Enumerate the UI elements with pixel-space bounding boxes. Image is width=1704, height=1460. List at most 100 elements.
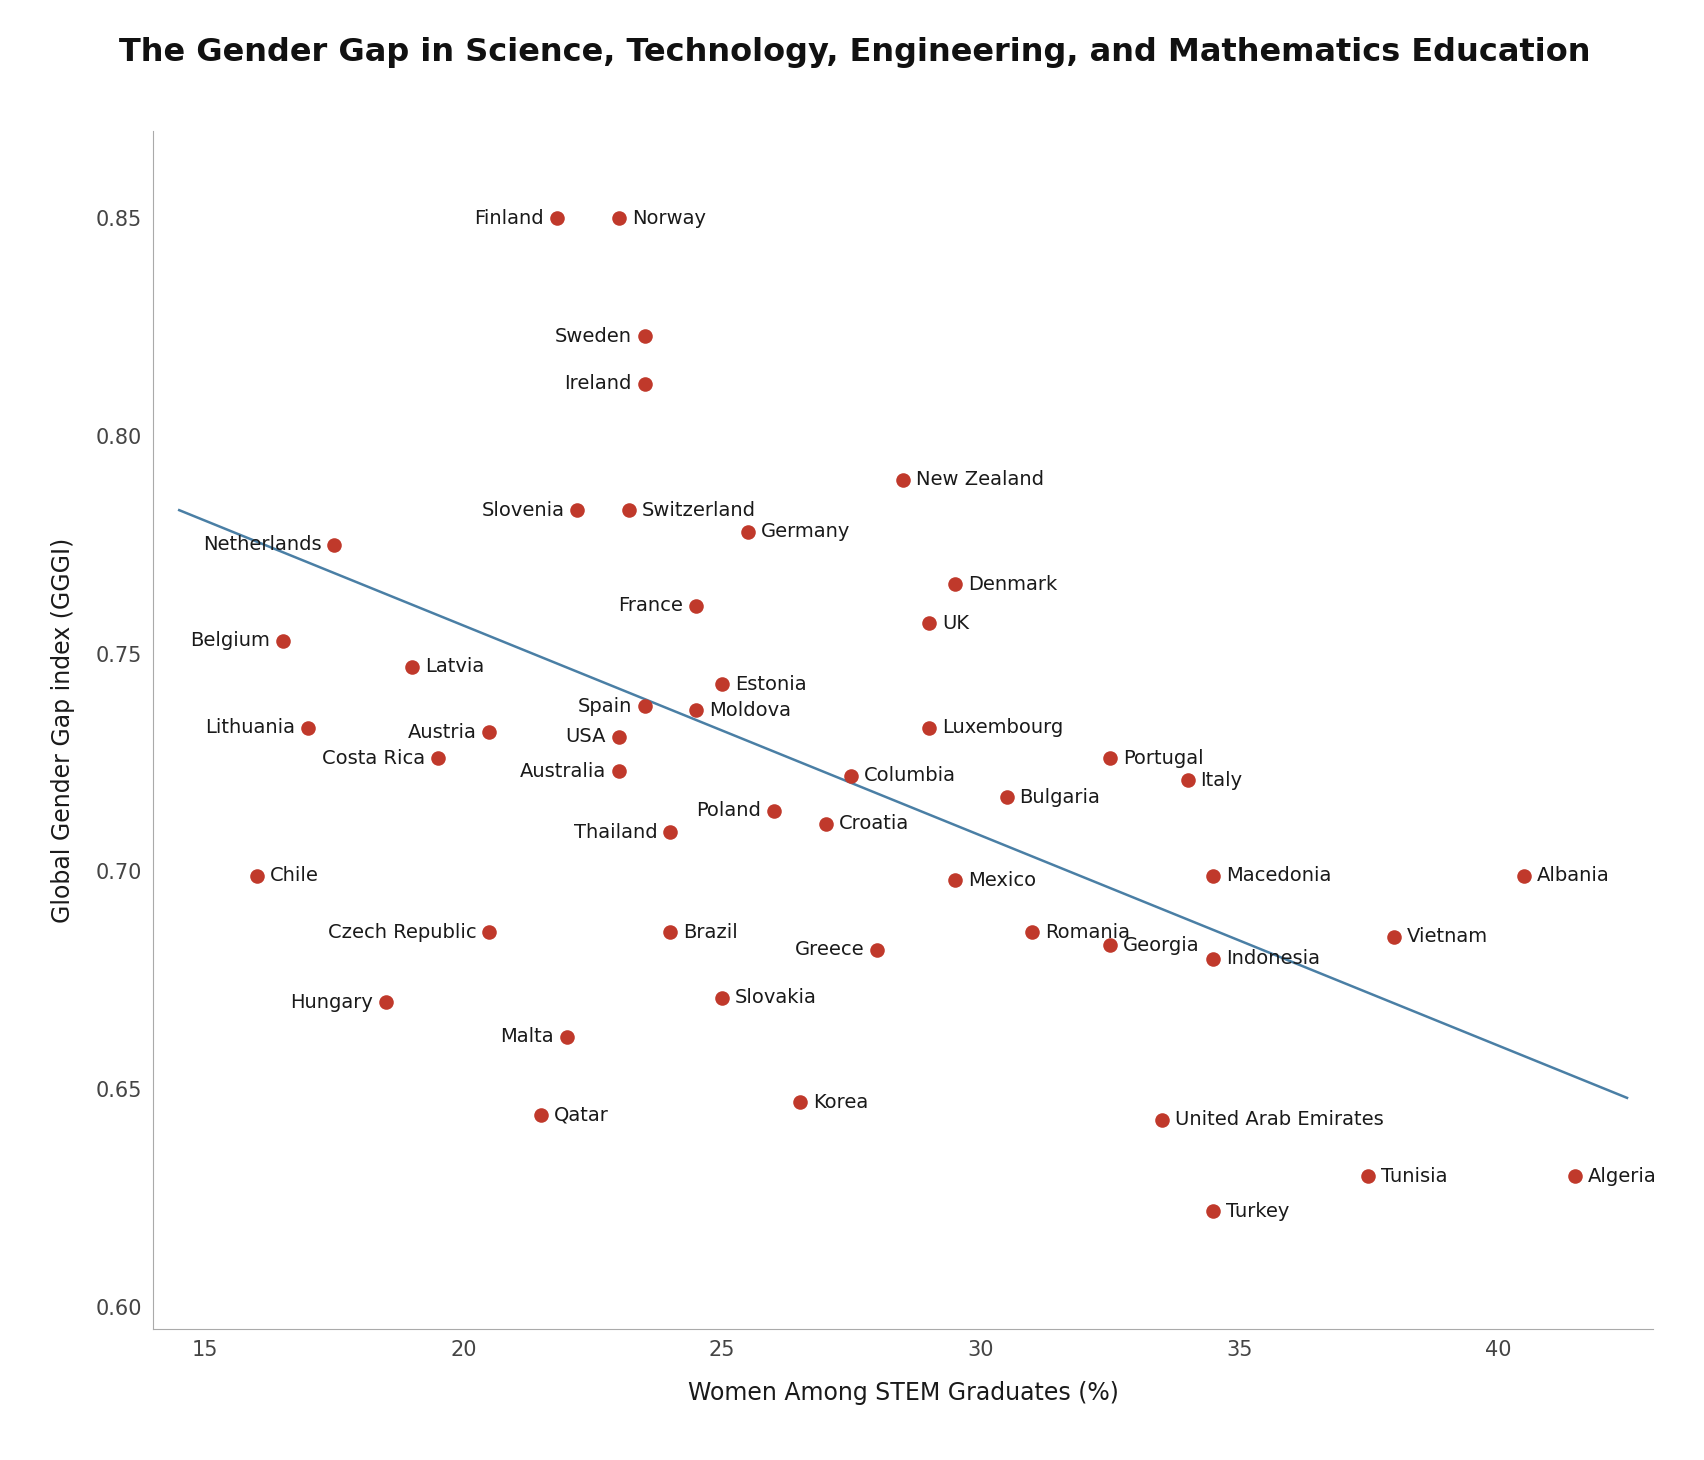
Point <box>656 921 683 945</box>
Text: Finland: Finland <box>474 209 544 228</box>
Text: Czech Republic: Czech Republic <box>327 923 477 942</box>
Text: Brazil: Brazil <box>683 923 738 942</box>
Text: France: France <box>619 597 683 616</box>
Text: Estonia: Estonia <box>734 675 806 693</box>
Text: Norway: Norway <box>632 209 705 228</box>
Point <box>1510 864 1537 888</box>
Point <box>528 1104 556 1127</box>
Point <box>605 207 632 231</box>
Text: Croatia: Croatia <box>838 815 908 834</box>
Point <box>1200 864 1227 888</box>
Point <box>605 724 632 748</box>
Point <box>630 372 658 396</box>
Text: The Gender Gap in Science, Technology, Engineering, and Mathematics Education: The Gender Gap in Science, Technology, E… <box>119 36 1592 67</box>
Point <box>554 1025 581 1048</box>
Point <box>424 746 452 769</box>
Point <box>564 498 591 521</box>
Point <box>544 207 571 231</box>
Point <box>811 812 838 835</box>
Point <box>1019 921 1046 945</box>
Text: Tunisia: Tunisia <box>1382 1167 1448 1186</box>
Text: Portugal: Portugal <box>1123 749 1203 768</box>
Text: Sweden: Sweden <box>556 327 632 346</box>
Point <box>630 324 658 347</box>
Point <box>838 764 866 787</box>
Text: Korea: Korea <box>813 1092 867 1111</box>
Text: Romania: Romania <box>1045 923 1130 942</box>
Text: Latvia: Latvia <box>424 657 484 676</box>
Point <box>475 921 503 945</box>
Text: Slovakia: Slovakia <box>734 988 816 1007</box>
Text: Macedonia: Macedonia <box>1227 866 1331 885</box>
Text: Denmark: Denmark <box>968 575 1056 594</box>
Point <box>1174 768 1201 791</box>
Text: Moldova: Moldova <box>709 701 791 720</box>
Text: Georgia: Georgia <box>1123 936 1200 955</box>
Text: United Arab Emirates: United Arab Emirates <box>1174 1110 1384 1129</box>
Text: Austria: Austria <box>407 723 477 742</box>
Point <box>295 717 322 740</box>
Text: Ireland: Ireland <box>564 374 632 393</box>
Text: Turkey: Turkey <box>1227 1202 1290 1221</box>
Text: Slovenia: Slovenia <box>482 501 564 520</box>
Text: Luxembourg: Luxembourg <box>942 718 1063 737</box>
Point <box>1200 1199 1227 1222</box>
Point <box>630 695 658 718</box>
Point <box>915 717 942 740</box>
Text: Algeria: Algeria <box>1588 1167 1656 1186</box>
Point <box>864 939 891 962</box>
Point <box>320 533 348 556</box>
Point <box>1148 1108 1176 1132</box>
Text: Italy: Italy <box>1200 771 1242 790</box>
Text: Thailand: Thailand <box>574 823 658 842</box>
Point <box>709 986 736 1009</box>
Text: Switzerland: Switzerland <box>642 501 757 520</box>
Point <box>786 1091 813 1114</box>
Point <box>269 629 296 653</box>
Point <box>941 572 968 596</box>
Point <box>1096 746 1123 769</box>
Text: Germany: Germany <box>762 523 850 542</box>
Text: Bulgaria: Bulgaria <box>1019 788 1101 807</box>
Text: Poland: Poland <box>695 802 762 821</box>
Text: Albania: Albania <box>1537 866 1609 885</box>
Point <box>1561 1165 1588 1188</box>
Text: UK: UK <box>942 613 970 632</box>
Point <box>1355 1165 1382 1188</box>
Point <box>683 699 711 723</box>
Point <box>734 520 762 543</box>
Y-axis label: Global Gender Gap index (GGGI): Global Gender Gap index (GGGI) <box>51 537 75 923</box>
Text: Greece: Greece <box>794 940 864 959</box>
Text: Hungary: Hungary <box>290 993 373 1012</box>
Text: Netherlands: Netherlands <box>203 536 322 555</box>
Point <box>244 864 271 888</box>
Point <box>373 990 400 1013</box>
Point <box>1200 948 1227 971</box>
Text: Spain: Spain <box>578 696 632 715</box>
Point <box>941 869 968 892</box>
Point <box>615 498 642 521</box>
X-axis label: Women Among STEM Graduates (%): Women Among STEM Graduates (%) <box>688 1381 1118 1405</box>
Point <box>915 612 942 635</box>
Point <box>1096 934 1123 958</box>
Point <box>709 673 736 696</box>
Text: USA: USA <box>566 727 607 746</box>
Text: Vietnam: Vietnam <box>1408 927 1488 946</box>
Text: New Zealand: New Zealand <box>917 470 1045 489</box>
Point <box>683 594 711 618</box>
Text: Costa Rica: Costa Rica <box>322 749 424 768</box>
Text: Indonesia: Indonesia <box>1227 949 1321 968</box>
Point <box>475 720 503 743</box>
Text: Belgium: Belgium <box>189 631 269 650</box>
Text: Mexico: Mexico <box>968 870 1036 889</box>
Text: Columbia: Columbia <box>864 766 956 785</box>
Text: Lithuania: Lithuania <box>206 718 295 737</box>
Point <box>656 821 683 844</box>
Point <box>760 799 787 822</box>
Text: Australia: Australia <box>520 762 607 781</box>
Point <box>1380 926 1408 949</box>
Point <box>399 656 426 679</box>
Text: Malta: Malta <box>501 1028 554 1047</box>
Point <box>993 785 1021 809</box>
Point <box>889 469 917 492</box>
